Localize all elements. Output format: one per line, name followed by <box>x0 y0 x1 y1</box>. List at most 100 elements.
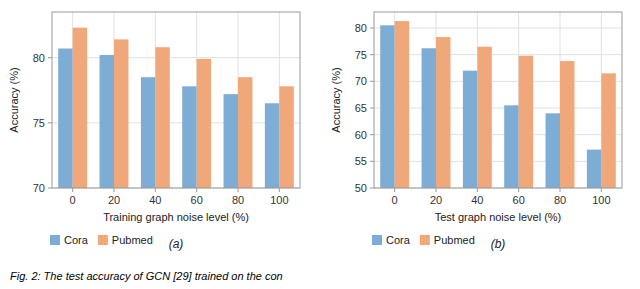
caption: Fig. 2: The test accuracy of GCN [29] tr… <box>10 270 283 282</box>
tick-y <box>370 28 374 29</box>
tick-x <box>114 188 115 192</box>
tick-label-x: 100 <box>592 194 610 206</box>
y-axis-label: Accuracy (%) <box>330 67 342 132</box>
grid-line-y <box>374 81 622 82</box>
bar <box>587 150 601 188</box>
bar <box>58 49 72 188</box>
panel-title: (b) <box>491 237 506 251</box>
bar <box>601 73 615 188</box>
tick-x <box>394 188 395 192</box>
plot-frame <box>374 12 622 188</box>
tick-x <box>196 188 197 192</box>
bar <box>197 59 211 188</box>
bar <box>155 47 169 188</box>
tick-y <box>48 188 52 189</box>
tick-label-y: 70 <box>33 182 45 194</box>
tick-label-x: 0 <box>392 194 398 206</box>
bar <box>73 28 87 188</box>
grid-line-y <box>374 28 622 29</box>
tick-x <box>601 188 602 192</box>
bar <box>463 71 477 188</box>
tick-label-y: 80 <box>355 22 367 34</box>
panel-title: (a) <box>169 237 184 251</box>
bar <box>546 113 560 188</box>
tick-label-y: 50 <box>355 182 367 194</box>
tick-label-x: 40 <box>471 194 483 206</box>
tick-label-x: 100 <box>270 194 288 206</box>
tick-label-y: 75 <box>33 117 45 129</box>
grid-line-y <box>52 122 300 123</box>
bar <box>504 105 518 188</box>
legend-label: Cora <box>64 234 89 246</box>
tick-label-x: 60 <box>191 194 203 206</box>
legend-swatch <box>420 235 430 245</box>
tick-x <box>518 188 519 192</box>
grid-line-y <box>374 108 622 109</box>
bar <box>265 103 279 188</box>
tick-x <box>238 188 239 192</box>
bar <box>380 25 394 188</box>
bar <box>519 56 533 188</box>
legend-label: Cora <box>386 234 411 246</box>
tick-label-x: 80 <box>554 194 566 206</box>
tick-y <box>370 81 374 82</box>
grid-line-y <box>374 54 622 55</box>
grid-line-y <box>52 57 300 58</box>
legend-swatch <box>372 235 382 245</box>
legend-label: Pubmed <box>434 234 475 246</box>
bar <box>238 77 252 188</box>
tick-label-y: 60 <box>355 129 367 141</box>
grid-line-y <box>374 161 622 162</box>
tick-label-x: 80 <box>232 194 244 206</box>
tick-label-y: 80 <box>33 52 45 64</box>
bar <box>395 21 409 188</box>
bar <box>279 86 293 188</box>
panel: 50 55 60 65 70 75 80 0 20 40 60 80 100 Test graph noi… <box>330 12 622 289</box>
tick-label-x: 20 <box>430 194 442 206</box>
tick-y <box>48 57 52 58</box>
grid-line-y <box>374 134 622 135</box>
tick-label-x: 40 <box>149 194 161 206</box>
tick-y <box>370 108 374 109</box>
tick-x <box>436 188 437 192</box>
tick-label-x: 0 <box>70 194 76 206</box>
tick-label-y: 55 <box>355 155 367 167</box>
legend-swatch <box>50 235 60 245</box>
y-axis-label: Accuracy (%) <box>8 67 20 132</box>
tick-label-y: 70 <box>355 75 367 87</box>
bar <box>560 61 574 188</box>
bar <box>182 86 196 188</box>
tick-x <box>72 188 73 192</box>
bars <box>380 21 616 188</box>
tick-y <box>370 54 374 55</box>
tick-label-x: 60 <box>513 194 525 206</box>
tick-y <box>48 122 52 123</box>
tick-x <box>279 188 280 192</box>
legend-label: Pubmed <box>112 234 153 246</box>
tick-x <box>560 188 561 192</box>
tick-y <box>370 188 374 189</box>
tick-x <box>477 188 478 192</box>
tick-label-y: 75 <box>355 49 367 61</box>
x-axis-label: Test graph noise level (%) <box>435 211 562 223</box>
bar <box>436 37 450 188</box>
legend-swatch <box>98 235 108 245</box>
tick-label-x: 20 <box>108 194 120 206</box>
legend: Cora Pubmed <box>50 234 153 246</box>
bar <box>141 77 155 188</box>
x-axis-label: Training graph noise level (%) <box>103 211 249 223</box>
bar <box>100 55 114 188</box>
tick-label-y: 65 <box>355 102 367 114</box>
bars <box>58 28 294 188</box>
tick-y <box>370 134 374 135</box>
figure: 70 75 80 0 20 40 60 80 100 Training graph noise l… <box>0 0 640 289</box>
plot-frame <box>52 12 300 188</box>
bar <box>477 47 491 188</box>
bar <box>114 39 128 188</box>
bar <box>224 94 238 188</box>
legend: Cora Pubmed <box>372 234 475 246</box>
tick-y <box>370 161 374 162</box>
bar <box>422 48 436 188</box>
tick-x <box>155 188 156 192</box>
panel: 70 75 80 0 20 40 60 80 100 Training graph noise l… <box>8 12 300 289</box>
